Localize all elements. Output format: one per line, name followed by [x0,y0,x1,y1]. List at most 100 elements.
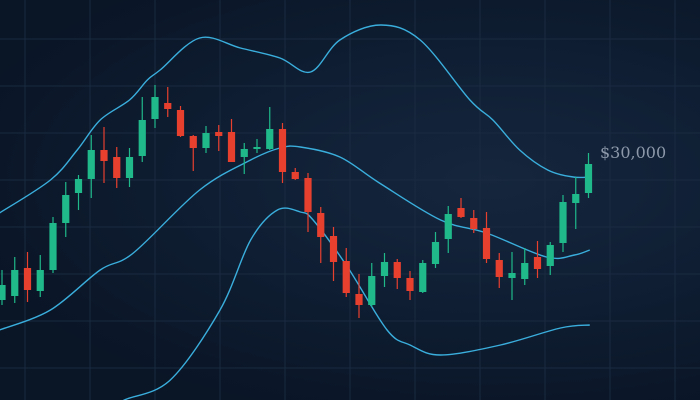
candle-up [87,135,95,198]
candle-body [202,133,210,148]
candle-body [380,262,389,276]
candle-body [329,236,338,262]
candle-up [546,242,554,275]
candle-down [355,274,363,318]
candle-up [36,255,44,297]
candle-up [138,97,146,162]
candle-down [189,135,197,171]
candle-up [11,257,19,303]
candle-up [508,252,516,300]
candle-down [100,127,108,183]
candle-down [470,210,478,233]
candle-up [584,153,593,198]
candle-up [74,175,83,210]
candle-down [113,147,121,188]
candle-down [291,168,299,180]
candle-up [572,177,580,229]
candle-up [559,195,567,252]
candle-body [189,136,197,148]
price-label: $30,000 [600,143,667,162]
candle-body [151,97,159,119]
lower-band-line [122,207,590,400]
candle-up [49,217,57,273]
candle-down [317,207,325,263]
candle-up [444,206,452,253]
candle-body [278,129,287,172]
candle-body [49,223,57,270]
candle-down [495,253,503,288]
candle-body [444,214,452,239]
candle-up [151,85,159,128]
candle-body [533,257,542,269]
candle-body [457,208,465,217]
candle-up [0,270,6,305]
candle-body [470,218,478,229]
candle-body [393,262,401,278]
candle-down [176,106,185,137]
candle-down [406,271,414,300]
candle-body [74,179,83,193]
candle-body [266,129,274,149]
candle-up [62,182,70,237]
candle-body [368,276,376,305]
candle-body [0,285,6,300]
candle-up [431,232,440,268]
candle-body [406,278,414,291]
candle-up [266,107,274,150]
candle-body [572,194,580,203]
candle-body [482,228,491,259]
candle-body [227,132,236,162]
candle-down [342,248,350,297]
candle-body [431,242,440,264]
candle-body [87,150,95,179]
candle-body [355,294,363,305]
candle-body [317,213,325,237]
candle-body [253,147,261,149]
candle-body [584,164,593,193]
candle-up [202,126,210,153]
candle-body [495,260,503,277]
candle-body [240,149,248,157]
candle-up [380,253,389,287]
candle-up [125,148,134,187]
candle-down [164,87,172,117]
candle-up [419,260,427,293]
candle-up [368,263,376,307]
candle-body [11,270,19,296]
candle-body [62,195,70,223]
candle-down [227,119,236,162]
candle-up [521,248,529,285]
candle-body [521,263,529,279]
candle-body [138,120,146,156]
candle-down [393,259,401,289]
candle-down [23,252,32,302]
candle-body [113,157,121,178]
candle-down [329,227,338,281]
candle-up [253,139,261,153]
candle-down [304,173,312,232]
candle-body [342,261,350,293]
candle-up [240,143,248,174]
candle-body [546,245,554,266]
candle-body [419,263,427,292]
candle-down [457,198,465,218]
candle-down [278,123,287,183]
candle-body [215,132,223,136]
upper-band-line [0,24,590,214]
candle-body [125,157,134,178]
candle-body [559,202,567,243]
candle-down [533,241,542,278]
bollinger-bands [0,24,591,400]
candle-body [164,103,172,109]
candle-down [482,212,491,263]
candle-body [304,178,312,212]
candles [0,85,593,318]
candle-body [291,172,299,179]
candle-body [508,273,516,278]
candle-body [23,268,32,290]
middle-band-line [0,145,591,331]
candle-body [100,150,108,161]
